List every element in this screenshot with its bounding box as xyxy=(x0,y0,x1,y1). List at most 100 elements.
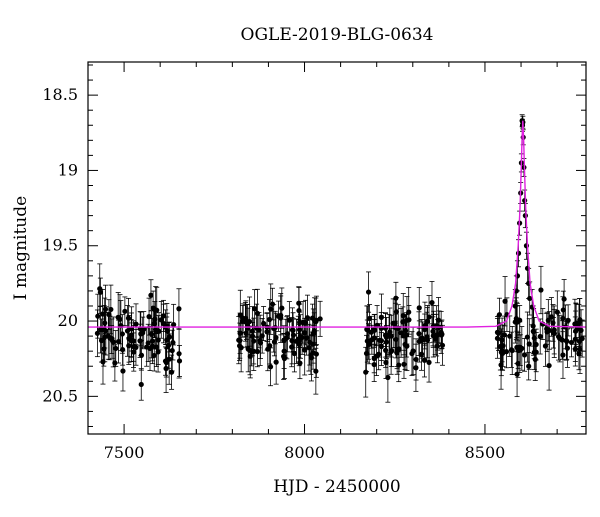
data-point xyxy=(435,317,442,323)
data-point xyxy=(366,315,373,322)
y-tick-label: 18.5 xyxy=(42,85,78,104)
data-point xyxy=(526,341,532,347)
data-point xyxy=(120,368,126,374)
data-point xyxy=(530,328,536,334)
data-point xyxy=(254,348,261,355)
data-point xyxy=(421,357,428,363)
data-point xyxy=(388,348,395,354)
data-point xyxy=(526,363,532,369)
data-point xyxy=(546,327,552,334)
data-point xyxy=(560,315,566,321)
data-point xyxy=(387,329,393,335)
data-point xyxy=(396,362,402,368)
y-tick-label: 19 xyxy=(58,160,78,179)
y-tick-label: 20.5 xyxy=(42,386,78,405)
data-point xyxy=(512,303,518,309)
data-point xyxy=(500,343,506,349)
data-point xyxy=(169,347,175,354)
data-point xyxy=(515,250,522,256)
data-point xyxy=(564,345,571,351)
data-point xyxy=(145,340,151,346)
data-point xyxy=(300,319,306,325)
model-curve-group xyxy=(88,120,587,328)
data-point xyxy=(108,336,115,343)
data-point xyxy=(532,356,538,362)
data-point xyxy=(390,320,396,326)
data-point xyxy=(393,336,399,343)
data-point xyxy=(279,305,285,311)
data-point xyxy=(257,337,263,343)
data-point xyxy=(533,349,539,355)
data-point xyxy=(546,362,552,369)
data-point xyxy=(291,350,298,357)
data-point xyxy=(401,361,407,367)
data-point xyxy=(252,306,258,312)
x-tick-label: 8500 xyxy=(465,443,506,462)
data-point xyxy=(560,352,566,358)
data-point xyxy=(565,317,571,323)
data-point xyxy=(429,300,435,306)
data-point xyxy=(267,364,274,370)
data-point xyxy=(249,348,255,355)
data-point xyxy=(254,310,261,316)
data-point xyxy=(168,369,175,375)
data-point xyxy=(498,349,504,355)
data-point xyxy=(97,286,103,292)
data-point xyxy=(527,295,533,302)
data-point xyxy=(364,326,370,332)
data-point xyxy=(296,341,302,348)
data-point xyxy=(271,339,278,345)
data-point xyxy=(155,337,161,343)
data-point xyxy=(103,328,109,334)
data-point xyxy=(508,347,515,353)
data-point xyxy=(166,356,172,362)
data-point xyxy=(160,313,167,319)
data-points-group xyxy=(94,114,585,403)
data-point xyxy=(176,306,182,312)
data-point xyxy=(141,326,147,332)
data-point xyxy=(278,315,284,321)
chart-title: OGLE-2019-BLG-0634 xyxy=(241,25,434,45)
data-point xyxy=(378,343,384,350)
data-point xyxy=(383,347,389,353)
data-point xyxy=(366,341,372,348)
data-point xyxy=(426,314,432,320)
data-point xyxy=(154,307,160,313)
data-point xyxy=(101,346,107,352)
data-point xyxy=(572,321,578,327)
data-point xyxy=(176,358,183,364)
data-point xyxy=(517,344,523,350)
data-point xyxy=(393,295,399,301)
data-point xyxy=(249,328,255,334)
data-point xyxy=(551,327,557,333)
data-point xyxy=(156,328,162,334)
data-point xyxy=(268,306,274,312)
data-point xyxy=(434,332,440,338)
data-point xyxy=(302,347,308,353)
data-point xyxy=(297,333,304,340)
y-tick-label: 20 xyxy=(58,311,78,330)
data-point xyxy=(416,305,422,311)
data-point xyxy=(138,331,144,337)
y-tick-label: 19.5 xyxy=(42,236,78,255)
data-point xyxy=(269,301,276,307)
data-point xyxy=(413,365,419,371)
data-point xyxy=(376,351,382,357)
data-point xyxy=(267,343,273,349)
x-tick-label: 7500 xyxy=(104,443,145,462)
data-point xyxy=(286,317,292,323)
data-point xyxy=(119,346,126,353)
data-point xyxy=(561,296,567,302)
data-point xyxy=(100,359,106,365)
data-point xyxy=(138,381,144,388)
y-axis-label: I magnitude xyxy=(11,196,31,300)
data-point xyxy=(108,306,114,313)
data-point xyxy=(496,330,502,336)
data-point xyxy=(363,350,370,357)
data-point xyxy=(130,343,137,350)
data-point xyxy=(420,337,426,343)
x-axis-label: HJD - 2450000 xyxy=(273,477,401,497)
data-point xyxy=(100,311,106,317)
data-point xyxy=(404,317,410,323)
